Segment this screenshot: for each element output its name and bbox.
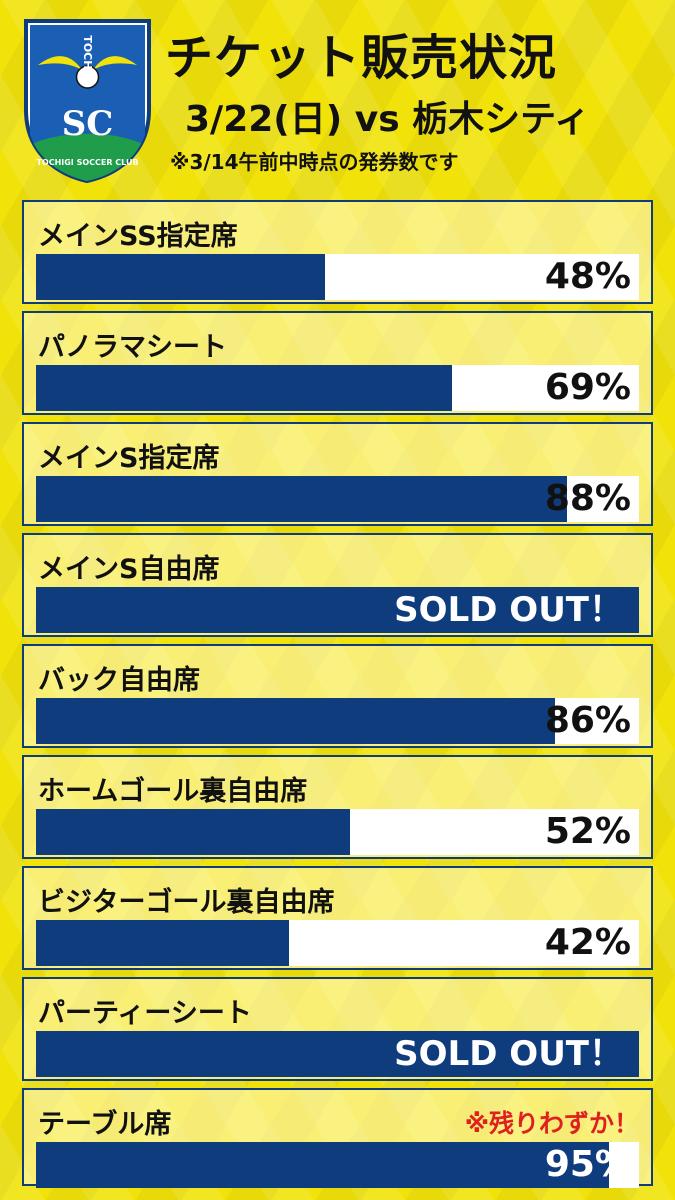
club-crest-logo: TOCHIGI SC TOCHIGI SOCCER CLUB [24,19,151,184]
header: TOCHIGI SC TOCHIGI SOCCER CLUB チケット販売状況 … [0,0,675,195]
seat-row: パーティーシート SOLD OUT！ [22,977,653,1081]
logo-vertical-text: TOCHIGI [81,35,94,86]
seat-name: メインS自由席 [38,554,220,585]
few-left-badge: ※残りわずか！ [464,1109,639,1138]
seat-row: パノラマシート 69% [22,311,653,415]
percent-label: 42% [544,922,631,963]
progress-track: SOLD OUT！ [36,587,639,633]
percent-label: 52% [544,811,631,852]
progress-track: 48% [36,254,639,300]
progress-fill [36,809,350,855]
progress-fill [36,920,290,966]
progress-track: 88% [36,476,639,522]
percent-label: 48% [544,256,631,297]
seat-name: バック自由席 [38,665,200,696]
progress-track: 86% [36,698,639,744]
seat-row: テーブル席 ※残りわずか！ 95% [22,1088,653,1188]
progress-track: 42% [36,920,639,966]
seat-list: メインSS指定席 48% パノラマシート 69% メインS指定席 88% メインS自由席 SO… [22,200,653,1188]
percent-label: 95% [544,1144,631,1185]
progress-fill [36,698,555,744]
page-title: チケット販売状況 [165,30,558,86]
percent-label: 69% [544,367,631,408]
progress-track: 95% [36,1142,639,1188]
seat-row: バック自由席 86% [22,644,653,748]
percent-label: 86% [544,700,631,741]
seat-row: ビジターゴール裏自由席 42% [22,866,653,970]
progress-fill [36,1031,639,1077]
progress-track: SOLD OUT！ [36,1031,639,1077]
progress-fill [36,476,567,522]
progress-fill [36,365,453,411]
progress-fill [36,254,326,300]
seat-row: メインS指定席 88% [22,422,653,526]
match-info: 3/22(日) vs 栃木シティ [185,99,591,140]
percent-label: 88% [544,478,631,519]
seat-name: テーブル席 [38,1109,172,1140]
seat-name: メインS指定席 [38,443,220,474]
seat-name: ホームゴール裏自由席 [38,776,308,807]
sold-out-label: SOLD OUT！ [394,590,623,630]
progress-track: 69% [36,365,639,411]
seat-row: ホームゴール裏自由席 52% [22,755,653,859]
seat-name: パーティーシート [38,998,252,1029]
seat-row: メインSS指定席 48% [22,200,653,304]
seat-name: パノラマシート [38,332,227,363]
logo-initials: SC [62,104,114,144]
logo-club-name: TOCHIGI SOCCER CLUB [36,158,138,167]
seat-name: メインSS指定席 [38,221,238,252]
progress-fill [36,1142,609,1188]
sold-out-label: SOLD OUT！ [394,1034,623,1074]
status-note: ※3/14午前中時点の発券数です [170,150,459,174]
progress-fill [36,587,639,633]
seat-name: ビジターゴール裏自由席 [38,887,335,918]
seat-row: メインS自由席 SOLD OUT！ [22,533,653,637]
progress-track: 52% [36,809,639,855]
